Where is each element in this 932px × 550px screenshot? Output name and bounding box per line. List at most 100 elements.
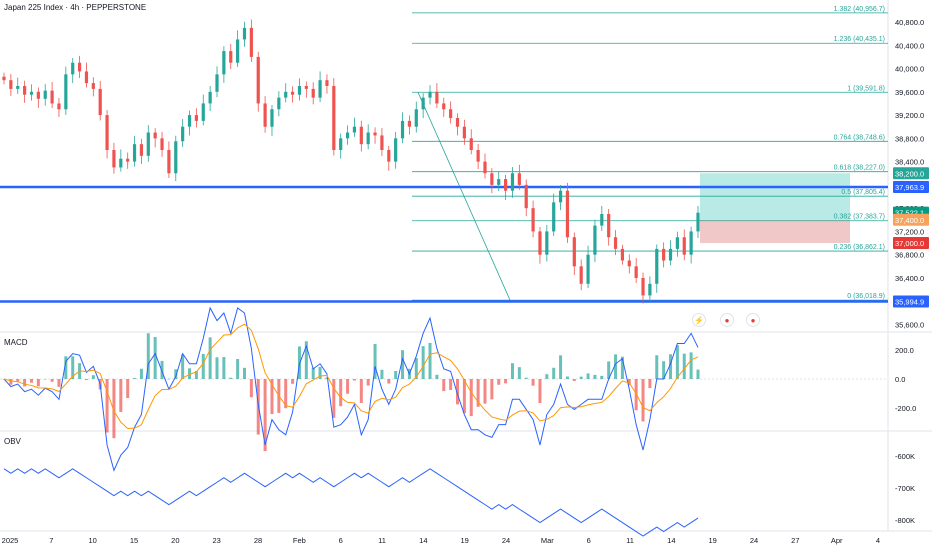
macd-line xyxy=(3,306,699,472)
price-badge xyxy=(893,167,929,180)
macd-histogram-bar xyxy=(435,374,439,379)
obv-tick: -800K xyxy=(895,516,915,525)
price-tick: 39,600.0 xyxy=(895,88,924,97)
price-badge-label: 37,963.9 xyxy=(895,183,924,192)
candle-body xyxy=(579,266,583,284)
macd-histogram-bar xyxy=(497,379,501,385)
time-tick: 7 xyxy=(49,536,53,545)
macd-histogram-bar xyxy=(29,379,33,383)
macd-tick: 0.0 xyxy=(895,375,905,384)
price-badge-label: 38,200.0 xyxy=(895,169,924,178)
obv-tick: -700K xyxy=(895,484,915,493)
macd-histogram-bar xyxy=(139,368,143,379)
candle-body xyxy=(284,91,288,98)
macd-histogram-bar xyxy=(160,360,164,379)
macd-histogram-bar xyxy=(339,379,343,407)
candle-body xyxy=(318,80,322,98)
macd-histogram-bar xyxy=(43,379,47,380)
candle-body xyxy=(648,283,652,296)
candle-body xyxy=(126,158,130,162)
event-icon[interactable]: ● xyxy=(746,313,760,327)
macd-histogram-bar xyxy=(401,350,405,379)
macd-histogram-bar xyxy=(194,370,198,379)
macd-histogram-bar xyxy=(449,379,453,390)
macd-histogram-bar xyxy=(188,368,192,379)
macd-histogram-bar xyxy=(284,379,288,409)
price-tick: 36,400.0 xyxy=(895,274,924,283)
time-tick: Feb xyxy=(293,536,306,545)
macd-histogram-bar xyxy=(648,379,652,389)
macd-histogram-bar xyxy=(607,361,611,379)
macd-histogram-bar xyxy=(352,379,356,381)
macd-histogram-bar xyxy=(242,367,246,379)
candle-body xyxy=(387,149,391,162)
candle-body xyxy=(476,149,480,162)
price-badge xyxy=(893,213,929,226)
macd-histogram-bar xyxy=(524,377,528,379)
candle-body xyxy=(43,90,47,99)
candle-body xyxy=(455,117,460,127)
time-tick: 27 xyxy=(791,536,799,545)
time-tick: 19 xyxy=(460,536,468,545)
macd-histogram-bar xyxy=(538,379,542,404)
candle-body xyxy=(160,138,164,150)
price-badge xyxy=(893,295,929,308)
candle-body xyxy=(572,237,576,267)
price-badge xyxy=(893,180,929,193)
time-tick: 4 xyxy=(876,536,880,545)
candle-body xyxy=(9,80,13,89)
candle-body xyxy=(16,85,20,89)
candle-body xyxy=(339,138,343,150)
candle-body xyxy=(359,126,363,145)
macd-histogram-bar xyxy=(600,375,604,379)
lightning-icon[interactable]: ⚡ xyxy=(692,313,706,327)
macd-histogram-bar xyxy=(291,379,295,384)
macd-histogram-bar xyxy=(559,355,563,379)
candle-body xyxy=(620,248,625,261)
macd-histogram-bar xyxy=(16,379,20,382)
time-tick: 6 xyxy=(339,536,343,545)
price-badge-label: 37,000.0 xyxy=(895,239,924,248)
candle-body xyxy=(517,173,521,185)
stop-zone xyxy=(700,219,850,244)
candle-body xyxy=(497,179,501,185)
macd-histogram-bar xyxy=(414,358,418,379)
candle-body xyxy=(332,85,336,150)
candle-body xyxy=(435,91,439,104)
fib-level-label: 0 (36,018.9) xyxy=(847,293,885,300)
macd-histogram-bar xyxy=(380,369,384,379)
macd-histogram-bar xyxy=(366,379,370,386)
candle-body xyxy=(586,254,590,284)
candle-body xyxy=(91,83,95,89)
macd-histogram-bar xyxy=(215,357,219,379)
macd-histogram-bar xyxy=(627,379,631,386)
macd-histogram-bar xyxy=(456,379,460,405)
candle-body xyxy=(373,132,377,136)
time-tick: 14 xyxy=(667,536,675,545)
candle-body xyxy=(641,277,645,296)
candle-body xyxy=(304,85,308,89)
macd-histogram-bar xyxy=(545,374,549,379)
candle-body xyxy=(249,27,253,57)
event-icon[interactable]: ● xyxy=(720,313,734,327)
macd-histogram-bar xyxy=(325,377,329,379)
candle-body xyxy=(181,126,185,142)
macd-histogram-bar xyxy=(71,356,75,379)
macd-histogram-bar xyxy=(222,357,226,379)
fib-level-label: 0.5 (37,805.4) xyxy=(841,189,885,196)
macd-histogram-bar xyxy=(565,376,569,379)
macd-histogram-bar xyxy=(675,345,679,379)
candle-body xyxy=(277,97,281,110)
candle-body xyxy=(98,88,102,116)
macd-signal-line xyxy=(3,323,699,430)
macd-histogram-bar xyxy=(428,342,432,379)
candle-body xyxy=(325,80,329,86)
candle-body xyxy=(50,90,54,104)
macd-histogram-bar xyxy=(64,356,68,379)
macd-histogram-bar xyxy=(229,377,233,379)
time-tick: 10 xyxy=(88,536,96,545)
candle-body xyxy=(524,184,528,209)
candle-body xyxy=(366,132,370,145)
candle-body xyxy=(394,138,398,162)
